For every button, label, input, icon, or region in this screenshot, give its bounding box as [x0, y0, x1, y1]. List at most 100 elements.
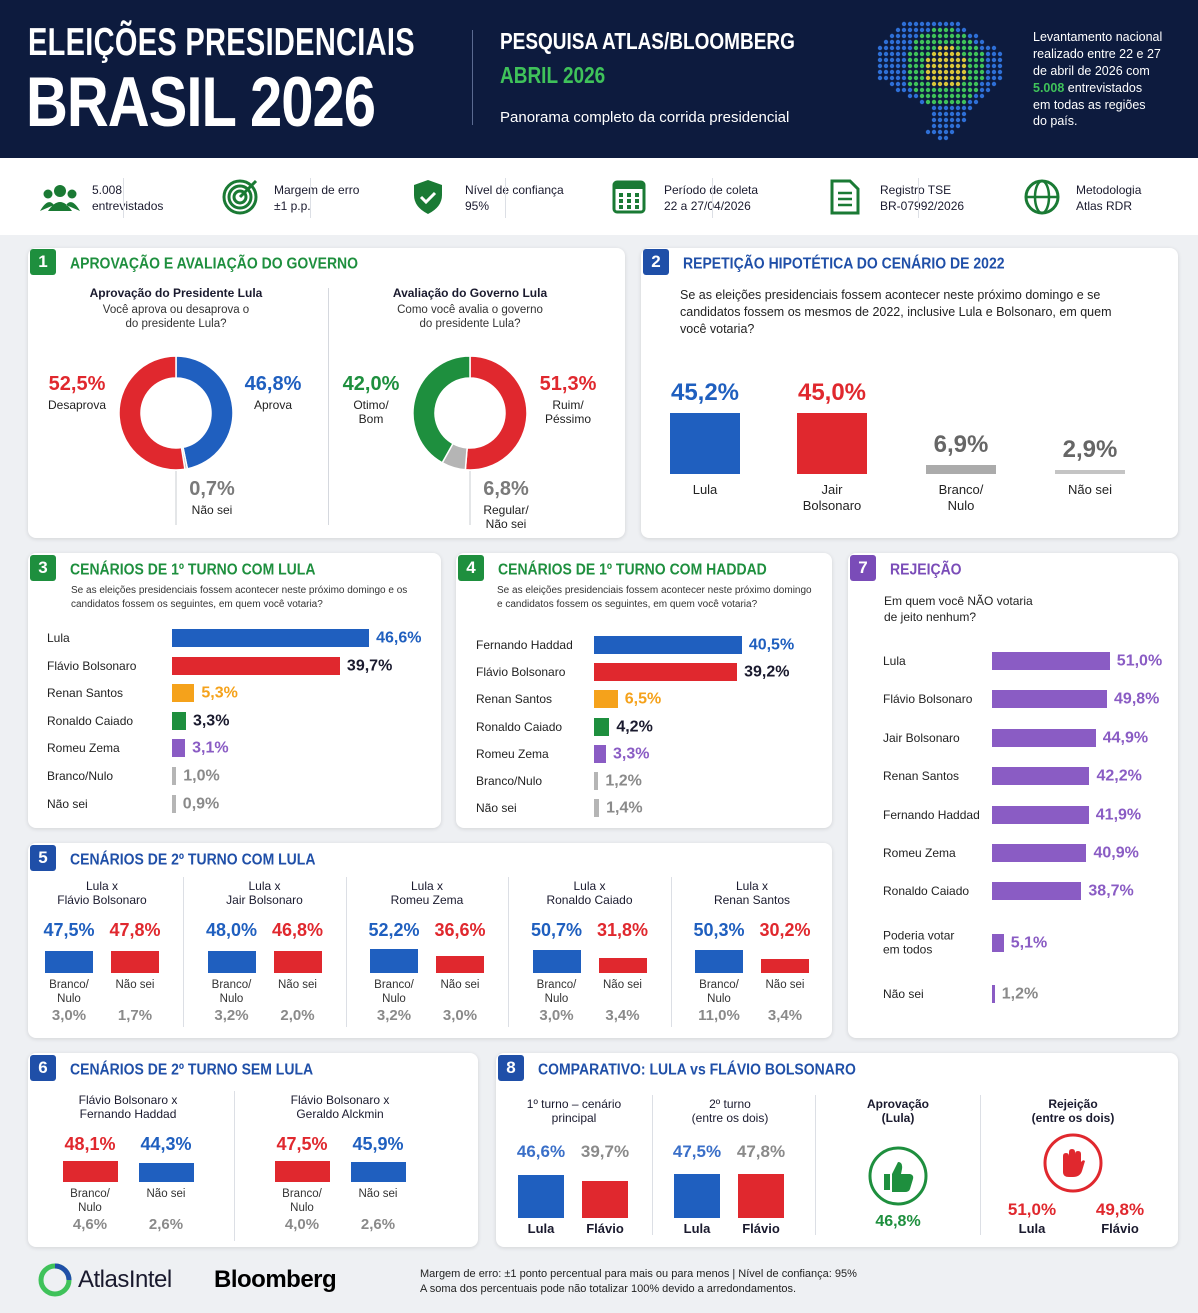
value-label: 47,5%	[43, 920, 95, 940]
value-label: 40,5%	[748, 636, 795, 654]
map-dot	[901, 21, 907, 27]
value-label: 45,0%	[797, 379, 867, 407]
map-dot	[889, 69, 895, 75]
icon	[635, 193, 639, 197]
matchup-title: Lula x Flávio Bolsonaro	[57, 879, 147, 908]
bar	[761, 959, 809, 973]
map-dot	[961, 57, 967, 63]
map-dot	[985, 87, 991, 93]
donut-slice	[464, 355, 528, 471]
bar	[992, 690, 1108, 709]
bar	[992, 728, 1096, 747]
rejection-icon	[1043, 1133, 1103, 1193]
icon	[830, 179, 860, 215]
approval-value: 46,8%	[875, 1213, 921, 1230]
bar	[273, 951, 322, 973]
value-label: 5,1%	[1010, 934, 1048, 952]
rejection-value: 51,0%	[1007, 1200, 1057, 1219]
bar	[594, 799, 600, 818]
map-dot	[931, 129, 937, 135]
map-dot	[961, 117, 967, 123]
bar	[62, 1160, 118, 1182]
map-dot	[901, 57, 907, 63]
map-dot	[961, 27, 967, 33]
map-dot	[937, 75, 943, 81]
row-label: Flávio Bolsonaro	[883, 692, 973, 707]
divider	[508, 877, 509, 1027]
map-dot	[985, 51, 991, 57]
section-title: CENÁRIOS DE 1º TURNO COM HADDAD	[498, 560, 767, 578]
map-dot	[973, 99, 979, 105]
map-dot	[961, 99, 967, 105]
map-dot	[991, 51, 997, 57]
icon	[227, 184, 253, 210]
map-dot	[877, 63, 883, 69]
value-label: 47,8%	[109, 920, 161, 940]
map-dot	[937, 57, 943, 63]
map-dot	[979, 63, 985, 69]
stat-divider	[123, 178, 124, 218]
map-dot	[931, 81, 937, 87]
map-dot	[979, 69, 985, 75]
map-dot	[931, 69, 937, 75]
map-dot	[919, 33, 925, 39]
value-label: 49,8%	[1114, 690, 1160, 708]
map-dot	[949, 21, 955, 27]
value-label: 6,5%	[624, 690, 662, 708]
map-dot	[931, 39, 937, 45]
stat-divider	[504, 178, 506, 218]
map-dot	[961, 87, 967, 93]
map-dot	[913, 21, 919, 27]
donut-slice	[412, 355, 471, 464]
map-dot	[991, 63, 997, 69]
map-dot	[949, 129, 955, 135]
map-dot	[901, 51, 907, 57]
map-dot	[919, 93, 925, 99]
value-label: 51,0%	[1116, 652, 1163, 670]
map-dot	[937, 33, 943, 39]
stat-text: Nível de confiança 95%	[465, 183, 564, 214]
map-dot	[961, 39, 967, 45]
map-dot	[937, 81, 943, 87]
map-dot	[961, 63, 967, 69]
divider	[183, 877, 184, 1027]
map-dot	[991, 75, 997, 81]
map-dot	[931, 57, 937, 63]
value-label: 3,3%	[613, 745, 650, 763]
bar	[518, 1175, 564, 1218]
chart-question: Se as eleições presidenciais fossem acon…	[71, 585, 408, 610]
bar	[138, 1162, 194, 1182]
other-value: 2,0%	[280, 1007, 315, 1024]
value-label: 48,1%	[64, 1134, 116, 1154]
map-dot	[967, 105, 973, 111]
value-label: 36,6%	[434, 920, 486, 940]
map-dot	[919, 81, 925, 87]
map-dot	[979, 93, 985, 99]
map-dot	[931, 75, 937, 81]
bar	[992, 882, 1082, 901]
map-dot	[955, 21, 961, 27]
map-dot	[967, 81, 973, 87]
map-dot	[919, 63, 925, 69]
other-label: Branco/ Nulo	[70, 1188, 110, 1214]
other-label: Não sei	[146, 1188, 186, 1200]
stats-band	[0, 158, 1198, 235]
map-dot	[943, 57, 949, 63]
divider	[345, 877, 347, 1027]
map-dot	[907, 45, 913, 51]
other-label: Branco/ Nulo	[211, 979, 252, 1005]
map-dot	[949, 87, 955, 93]
map-dot	[919, 69, 925, 75]
map-dot	[937, 63, 943, 69]
map-dot	[931, 87, 937, 93]
row-label: Romeu Zema	[476, 746, 549, 761]
row-label: Lula	[47, 630, 70, 645]
row-label: Renan Santos	[476, 692, 553, 707]
map-dot	[895, 57, 901, 63]
map-dot	[913, 81, 919, 87]
map-dot	[955, 63, 961, 69]
map-dot	[949, 45, 955, 51]
other-value: 4,6%	[72, 1216, 108, 1233]
stat-text: Registro TSE BR-07992/2026	[880, 183, 965, 214]
value-label: 6,8%	[483, 478, 529, 500]
